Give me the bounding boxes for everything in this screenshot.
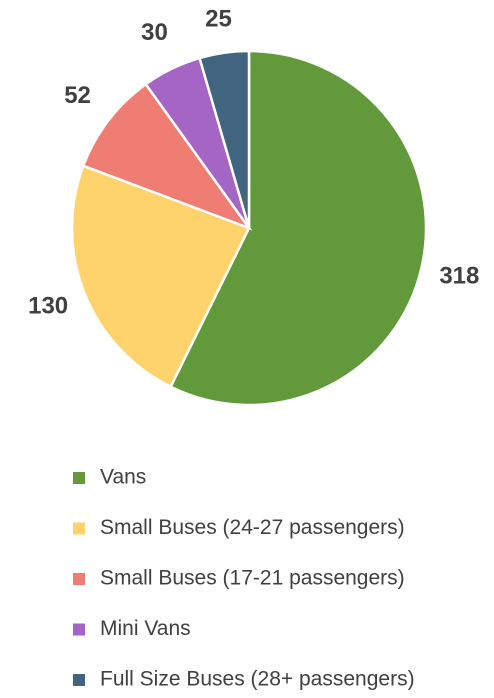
pie-slice — [168, 49, 428, 407]
legend-label: Vans — [100, 466, 146, 489]
legend-swatch — [73, 573, 85, 585]
legend-label: Mini Vans — [100, 617, 191, 640]
data-label: 25 — [205, 5, 232, 32]
pie-slice — [70, 164, 251, 389]
pie-slice — [81, 82, 253, 231]
data-label: 130 — [28, 293, 68, 320]
data-label: 52 — [64, 82, 91, 109]
legend-label: Small Buses (24-27 passengers) — [100, 516, 405, 539]
data-label: 30 — [141, 19, 168, 46]
legend-swatch — [73, 472, 85, 484]
pie-slice — [198, 49, 251, 229]
legend-swatch — [73, 522, 85, 535]
legend-label: Full Size Buses (28+ passengers) — [100, 668, 415, 691]
legend-swatch — [73, 674, 85, 686]
legend-label: Small Buses (17-21 passengers) — [100, 567, 405, 590]
data-label: 318 — [439, 262, 479, 289]
legend-swatch — [73, 623, 85, 636]
